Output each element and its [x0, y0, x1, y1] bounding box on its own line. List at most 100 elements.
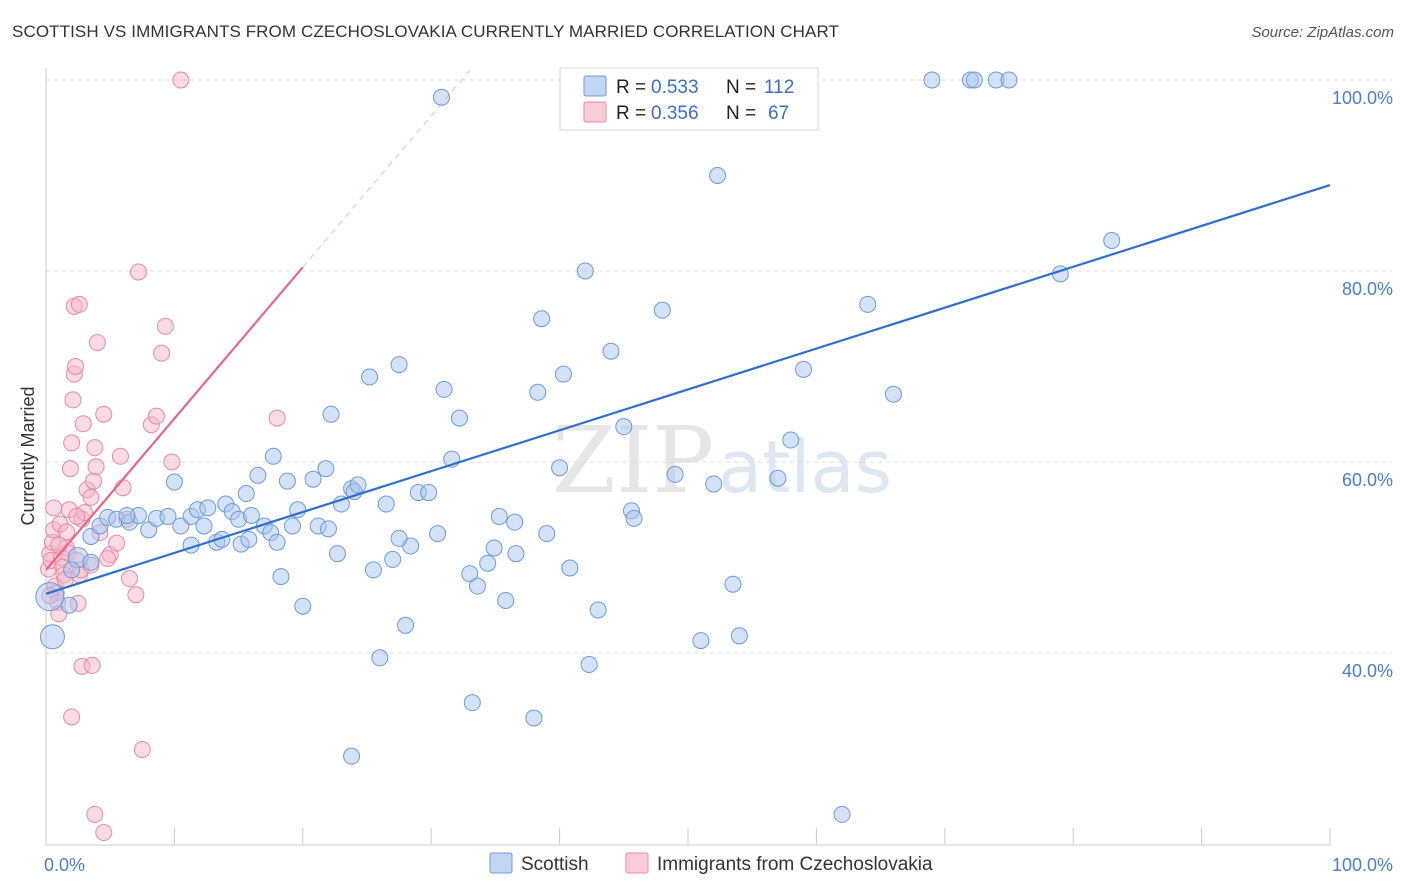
- czechoslovakia-point-43: [129, 263, 147, 281]
- czechoslovakia-point-31: [87, 458, 105, 476]
- scottish-point-31: [264, 447, 282, 465]
- y-axis-tick-labels: 40.0% 60.0% 80.0% 100.0%: [1332, 88, 1393, 681]
- scottish-point-104: [199, 499, 217, 517]
- czechoslovakia-point-48: [156, 317, 174, 335]
- scottish-point-39: [317, 460, 335, 478]
- czechoslovakia-point-46: [147, 407, 165, 425]
- scottish-point-41: [328, 545, 346, 563]
- scottish-point-76: [580, 655, 598, 673]
- czechoslovakia-point-54: [70, 295, 88, 313]
- y-tick-label-40: 40.0%: [1342, 661, 1393, 681]
- bottom-legend-label-scottish: Scottish: [521, 854, 589, 875]
- scottish-point-85: [705, 475, 723, 493]
- czechoslovakia-point-51: [108, 534, 126, 552]
- scottish-point-79: [615, 418, 633, 436]
- czechoslovakia-point-58: [58, 523, 76, 541]
- czechoslovakia-point-63: [95, 824, 113, 842]
- legend-r-label-scottish: R =: [616, 77, 646, 98]
- scottish-point-78: [602, 342, 620, 360]
- series-czechoslovakia-points: [40, 71, 286, 842]
- scottish-point-84: [692, 632, 710, 650]
- scottish-point-0: [35, 582, 65, 612]
- czechoslovakia-point-44: [133, 740, 151, 758]
- scottish-point-34: [284, 517, 302, 535]
- scottish-point-90: [782, 431, 800, 449]
- scottish-point-51: [390, 356, 408, 374]
- scottish-point-70: [533, 310, 551, 328]
- scottish-point-73: [554, 365, 572, 383]
- scottish-point-91: [795, 360, 813, 378]
- scottish-point-92: [833, 805, 851, 823]
- legend-swatch-czechoslovakia: [583, 101, 607, 123]
- scottish-point-50: [384, 550, 402, 568]
- czechoslovakia-point-40: [114, 479, 132, 497]
- scottish-point-111: [507, 545, 525, 563]
- legend-n-value-scottish: 112: [764, 77, 794, 98]
- czechoslovakia-point-29: [82, 488, 100, 506]
- scottish-point-95: [923, 71, 941, 89]
- stats-legend: R = 0.533 N = 112 R = 0.356 N = 67: [559, 67, 819, 131]
- scottish-point-66: [497, 591, 515, 609]
- scottish-point-35: [289, 501, 307, 519]
- scottish-point-48: [371, 649, 389, 667]
- scottish-point-57: [435, 380, 453, 398]
- scottish-point-4: [60, 596, 78, 614]
- scottish-point-59: [450, 409, 468, 427]
- source-credit: Source: ZipAtlas.com: [1251, 24, 1394, 41]
- scottish-point-61: [463, 694, 481, 712]
- scottish-point-36: [294, 597, 312, 615]
- scottish-point-26: [240, 530, 258, 548]
- scottish-point-68: [525, 709, 543, 727]
- legend-n-value-czechoslovakia: 67: [768, 103, 789, 124]
- czechoslovakia-trend-line: [45, 266, 304, 571]
- scottish-point-74: [561, 559, 579, 577]
- scottish-point-69: [529, 383, 547, 401]
- legend-r-label-czechoslovakia: R =: [616, 103, 646, 124]
- czechoslovakia-point-56: [45, 499, 63, 517]
- scottish-point-75: [576, 262, 594, 280]
- scottish-point-62: [468, 577, 486, 595]
- x-tick-label-max: 100.0%: [1332, 855, 1393, 875]
- legend-r-value-czechoslovakia: 0.356: [651, 103, 699, 124]
- scottish-point-72: [551, 459, 569, 477]
- scottish-point-32: [272, 568, 290, 586]
- scottish-point-13: [159, 507, 177, 525]
- scottish-point-86: [709, 167, 727, 184]
- czechoslovakia-point-47: [153, 344, 171, 362]
- scottish-point-93: [859, 295, 877, 313]
- chart-title: SCOTTISH VS IMMIGRANTS FROM CZECHOSLOVAK…: [12, 22, 840, 41]
- scottish-point-108: [390, 529, 408, 547]
- scottish-point-28: [249, 466, 267, 484]
- czechoslovakia-point-66: [68, 507, 86, 525]
- scottish-point-37: [304, 470, 322, 488]
- czechoslovakia-point-37: [95, 405, 113, 423]
- scottish-point-103: [343, 747, 361, 765]
- scottish-point-65: [490, 507, 508, 525]
- czechoslovakia-point-59: [74, 415, 92, 433]
- y-tick-label-80: 80.0%: [1342, 279, 1393, 299]
- legend-r-value-scottish: 0.533: [651, 77, 699, 98]
- scottish-point-49: [377, 495, 395, 513]
- scottish-point-110: [319, 520, 337, 538]
- scottish-point-27: [242, 506, 260, 524]
- scottish-point-109: [268, 533, 286, 551]
- scottish-point-102: [432, 88, 450, 106]
- legend-n-label-scottish: N =: [726, 77, 756, 98]
- x-tick-label-min: 0.0%: [44, 855, 85, 875]
- scottish-point-63: [479, 554, 497, 572]
- scottish-point-14: [165, 473, 183, 491]
- scottish-point-67: [506, 513, 524, 531]
- scottish-point-94: [884, 385, 902, 403]
- scottish-trend-line: [45, 184, 1331, 595]
- x-axis-ticks: [45, 828, 1331, 845]
- czechoslovakia-point-65: [268, 409, 286, 427]
- y-axis-label: Currently Married: [18, 386, 38, 525]
- scottish-point-3: [63, 561, 81, 579]
- watermark-atlas: atlas: [718, 425, 892, 509]
- czechoslovakia-point-30: [85, 472, 103, 490]
- scottish-point-33: [278, 472, 296, 490]
- bottom-legend-swatch-scottish: [489, 852, 513, 874]
- y-tick-label-60: 60.0%: [1342, 470, 1393, 490]
- bottom-legend-swatch-czechoslovakia: [625, 852, 649, 874]
- scottish-point-64: [485, 539, 503, 557]
